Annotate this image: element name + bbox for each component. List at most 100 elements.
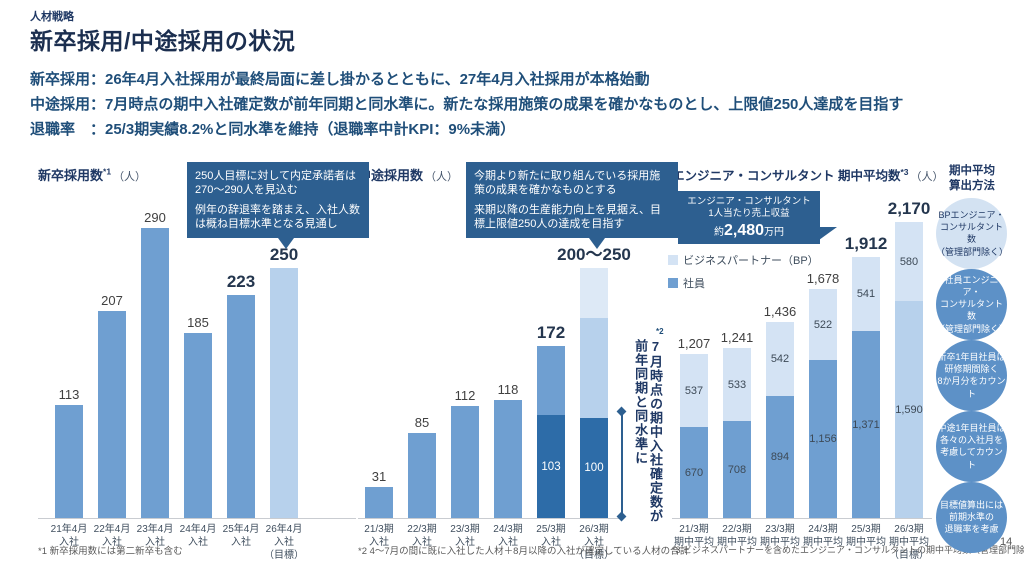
bar-group: 31 85 112 118 172 103 200〜250 100 [365, 165, 631, 518]
bar-segment [141, 228, 169, 518]
x-axis-label: 24/3期 入社 [493, 524, 523, 548]
callout-pointer [819, 226, 837, 240]
x-axis-label: 21/3期 入社 [364, 524, 394, 548]
sidebar-circle-employee-count: 社員エンジニア・ コンサルタント数 （管理部門除く） [936, 268, 1008, 340]
bar: 522 1,156 [809, 289, 837, 518]
bar-column: 185 [184, 315, 212, 518]
bar-column: 118 [494, 382, 522, 518]
chart-unit: （人） [910, 171, 944, 183]
range-arrow [616, 406, 627, 522]
bar-group: 1,207 537 670 1,241 533 708 1,436 542 894 1,678 52… [677, 165, 930, 518]
bar-segment [365, 487, 393, 518]
callout-value-prefix: 約 [713, 226, 724, 238]
bar [270, 268, 298, 518]
bar-column: 1,436 542 894 [764, 304, 796, 518]
bar-segment [537, 346, 565, 415]
bar [451, 406, 479, 518]
annotation-note-ref: *2 [656, 327, 664, 336]
bar-segment: 100 [580, 418, 608, 518]
bar-segment: 103 [537, 415, 565, 518]
bar-segment [580, 318, 608, 418]
segment-value-label: 1,156 [809, 433, 837, 445]
legend-swatch-icon [668, 255, 678, 265]
bar: 537 670 [680, 354, 708, 518]
x-axis-labels: 21年4月 入社 22年4月 入社 23年4月 入社 24年4月 入社 25年4月 入社… [48, 523, 306, 562]
bar-segment: 580 [895, 222, 923, 301]
bar: 533 708 [723, 348, 751, 518]
bar [141, 228, 169, 518]
legend: ビジネスパートナー（BP） 社員 [668, 252, 819, 291]
chart-title: 中途採用数 （人） [358, 165, 458, 184]
bar-value-label: 1,678 [806, 271, 840, 286]
bar-column: 172 103 [537, 323, 565, 518]
legend-item: 社員 [668, 275, 819, 291]
callout-text: 250人目標に対して内定承諾者は270〜290人を見込む [195, 170, 357, 197]
arrow-diamond-bottom-icon [616, 511, 627, 522]
callout-text: 1人当たり売上収益 [708, 208, 790, 220]
bar-segment: 1,371 [852, 331, 880, 518]
bar-segment [494, 400, 522, 518]
callout-text: 今期より新たに取り組んでいる採用施策の成果を確かなものとする [474, 170, 661, 197]
bar-segment: 1,156 [809, 360, 837, 518]
bar-segment: 542 [766, 322, 794, 396]
x-axis-label: 23/3期 入社 [450, 524, 480, 548]
segment-value-label: 1,371 [852, 418, 880, 431]
arrow-line [620, 413, 623, 515]
x-axis-label: 26/3期 期中平均 （目標） [889, 524, 929, 561]
bar [408, 433, 436, 518]
callout-value-number: 2,480 [723, 221, 765, 239]
segment-value-label: 103 [541, 460, 561, 473]
bar-value-label: 200〜250 [557, 245, 631, 264]
bar-segment [408, 433, 436, 518]
x-axis-label: 22/3期 期中平均 [717, 524, 757, 548]
bar-segment: 541 [852, 257, 880, 331]
sidebar-circle-target-attrition-rule: 目標値算出には 前期水準の 退職率を考慮 [936, 481, 1007, 553]
x-axis-label: 24/3期 期中平均 [803, 524, 843, 548]
bar-value-label: 172 [536, 323, 566, 342]
bar-column: 2,170 580 1,590 [888, 199, 930, 518]
x-axis-label: 26/3期 入社 （目標） [574, 524, 614, 561]
x-axis-label: 22年4月 入社 [93, 524, 131, 548]
segment-value-label: 541 [856, 288, 876, 300]
bar-column: 223 [227, 272, 255, 518]
mid-career-hires-chart: 中途採用数 （人） 31 85 112 118 172 103 200〜250 100 21/3… [358, 165, 631, 565]
july-status-annotation: 7月時点の期中入社確定数が前年同期と同水準に [633, 339, 663, 523]
segment-value-label: 522 [813, 318, 833, 331]
bar-value-label: 290 [144, 210, 166, 225]
bar-column: 31 [365, 469, 393, 518]
legend-swatch-icon [668, 278, 678, 288]
callout-pointer [589, 238, 605, 250]
chart-title: 新卒採用数*1 （人） [38, 165, 146, 184]
segment-value-label: 708 [727, 463, 747, 476]
segment-value-label: 670 [684, 466, 704, 479]
bar-value-label: 250 [269, 245, 299, 264]
bar-column: 112 [451, 388, 479, 518]
callout-pointer [278, 238, 294, 250]
chart-unit: （人） [113, 171, 147, 183]
bar-column: 207 [98, 293, 126, 518]
segment-value-label: 1,590 [895, 403, 923, 416]
bar-segment [98, 311, 126, 518]
sidebar-header: 期中平均 算出方法 [949, 165, 995, 192]
x-axis-labels: 21/3期 入社 22/3期 入社 23/3期 入社 24/3期 入社 25/3期 入社… [358, 523, 616, 562]
bar-value-label: 1,207 [677, 336, 711, 351]
callout-text: エンジニア・コンサルタント [687, 196, 811, 207]
bar-column: 200〜250 100 [557, 240, 631, 518]
engineer-consultant-chart: エンジニア・コンサルタント 期中平均数*3 （人） 1,207 537 670 1,24… [672, 165, 944, 565]
chart-title-text: 新卒採用数 [38, 168, 104, 183]
chart-title-text: 中途採用数 [358, 168, 424, 183]
bar [494, 400, 522, 518]
bar-value-label: 85 [414, 415, 430, 430]
footnote-3: *3 ビジネスパートナーを含めたエンジニア・コンサルタントの期中平均数（管理部門… [672, 545, 1024, 555]
summary-line-new-grad: 新卒採用：26年4月入社採用が最終局面に差し掛かるとともに、27年4月入社採用が… [30, 71, 650, 88]
x-axis-label: 23年4月 入社 [136, 524, 174, 548]
callout-value-suffix: 万円 [764, 226, 785, 238]
bar-group: 113 207 290 185 223 250 [55, 165, 298, 518]
bar-value-label: 207 [101, 293, 123, 308]
legend-label: ビジネスパートナー（BP） [683, 255, 819, 267]
bar: 542 894 [766, 322, 794, 518]
bar-value-label: 223 [226, 272, 256, 291]
chart-title: エンジニア・コンサルタント 期中平均数*3 （人） [672, 165, 944, 184]
x-axis-label: 26年4月 入社 （目標） [264, 524, 304, 561]
